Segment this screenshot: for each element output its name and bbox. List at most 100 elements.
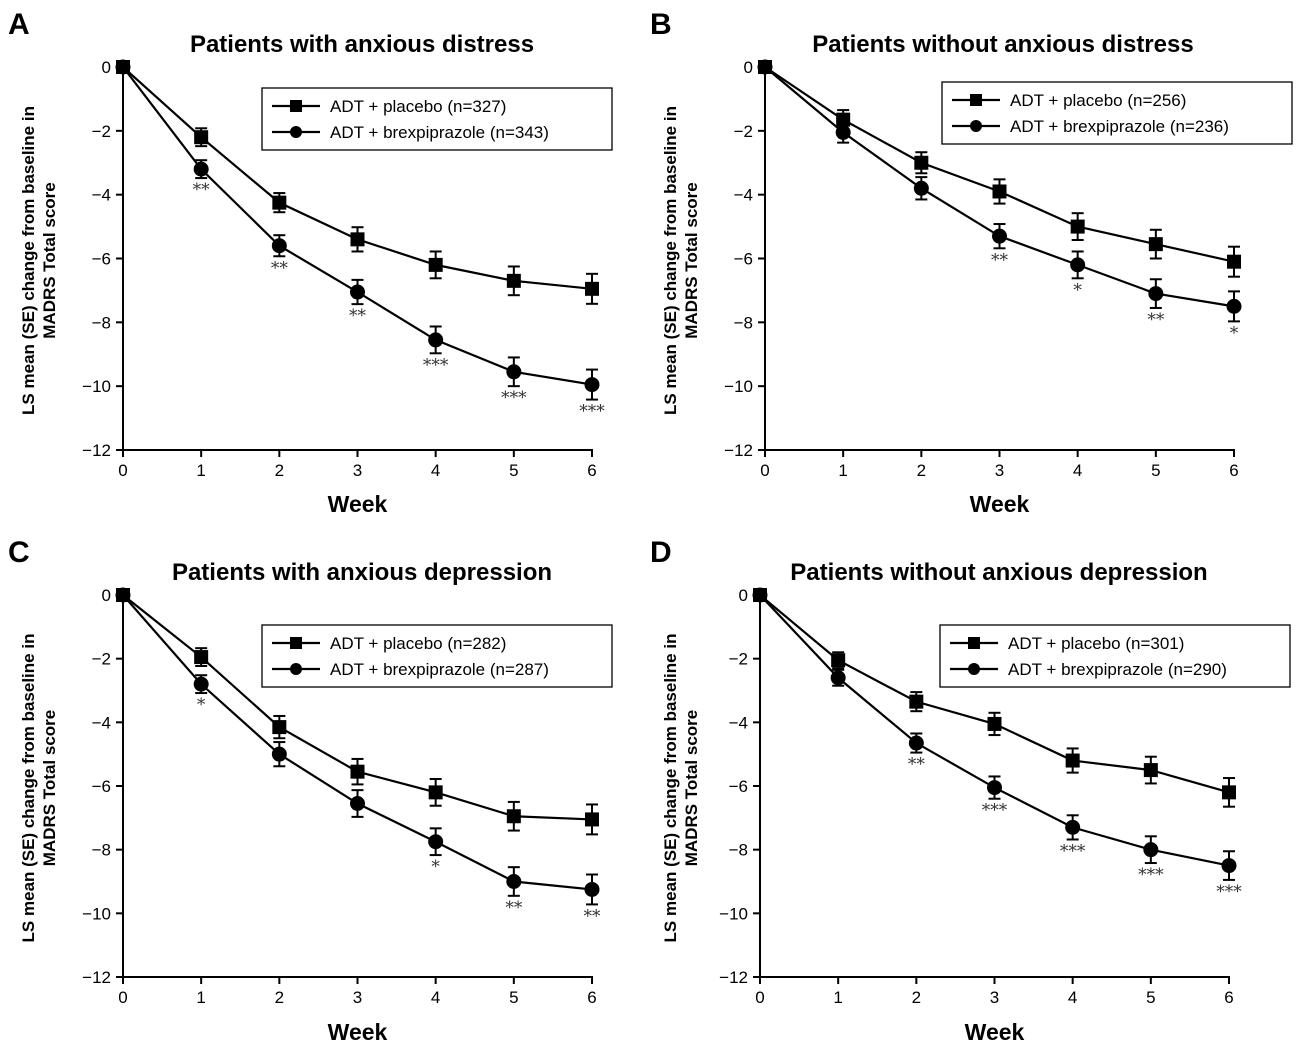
- data-point-square: [1143, 763, 1158, 778]
- y-tick-label: −6: [92, 250, 111, 269]
- data-point-square: [914, 155, 929, 170]
- data-point-circle: [1065, 819, 1081, 835]
- data-point-circle: [1221, 858, 1237, 874]
- data-point-circle: [506, 364, 522, 380]
- legend-box: [261, 87, 613, 151]
- y-tick-label: −6: [92, 777, 111, 796]
- chart-title: Patients without anxious depression: [790, 559, 1207, 586]
- data-point-square: [350, 232, 365, 247]
- series-brexpiprazole: **************: [752, 587, 1242, 902]
- x-tick-label: 6: [587, 988, 596, 1007]
- significance-label: *: [197, 695, 206, 715]
- y-axis-label-line1: LS mean (SE) change from baseline in: [19, 634, 38, 943]
- significance-label: **: [991, 250, 1009, 270]
- x-tick-label: 5: [509, 461, 518, 480]
- y-tick-label: −6: [734, 250, 753, 269]
- x-tick-label: 2: [912, 988, 921, 1007]
- data-point-square: [987, 716, 1002, 731]
- data-point-square: [194, 130, 209, 145]
- legend-label: ADT + placebo (n=256): [1010, 91, 1186, 110]
- y-tick-label: 0: [102, 586, 111, 605]
- significance-label: ***: [579, 402, 605, 422]
- y-tick-label: −4: [729, 713, 748, 732]
- x-tick-label: 6: [587, 461, 596, 480]
- legend-marker-square: [970, 94, 982, 106]
- data-point-square: [1070, 219, 1085, 234]
- panel-letter: B: [650, 8, 672, 41]
- data-point-square: [585, 812, 599, 827]
- y-tick-label: −8: [92, 313, 111, 332]
- x-tick-label: 4: [431, 461, 440, 480]
- x-tick-label: 0: [760, 461, 769, 480]
- data-point-circle: [584, 377, 600, 393]
- legend: ADT + placebo (n=327) ADT + brexpiprazole…: [261, 87, 613, 151]
- significance-label: ***: [1060, 841, 1086, 861]
- data-point-square: [1065, 753, 1080, 768]
- significance-label: ***: [1138, 865, 1164, 885]
- data-point-square: [506, 809, 521, 824]
- significance-label: **: [271, 258, 289, 278]
- data-point-square: [585, 281, 599, 296]
- data-point-circle: [350, 284, 365, 300]
- legend-box: [941, 81, 1293, 145]
- y-tick-label: −2: [92, 650, 111, 669]
- x-tick-label: 2: [275, 988, 284, 1007]
- data-point-circle: [115, 587, 131, 603]
- legend-marker-circle: [970, 120, 982, 132]
- y-tick-label: −2: [734, 122, 753, 141]
- legend-label: ADT + brexpiprazole (n=343): [330, 123, 549, 142]
- legend-marker-circle: [290, 663, 302, 675]
- y-tick-label: −2: [92, 122, 111, 141]
- data-point-circle: [913, 180, 929, 196]
- data-point-circle: [757, 59, 773, 75]
- legend: ADT + placebo (n=301) ADT + brexpiprazole…: [939, 624, 1291, 688]
- y-axis-label-line1: LS mean (SE) change from baseline in: [661, 106, 680, 415]
- significance-label: **: [1147, 310, 1165, 330]
- y-tick-label: −6: [729, 777, 748, 796]
- data-point-square: [992, 184, 1007, 199]
- data-point-circle: [193, 676, 209, 692]
- panel-letter: D: [650, 536, 672, 569]
- chart-panel-c: C Patients with anxious depression 0 −2 −4 −6…: [8, 536, 613, 1045]
- legend-marker-circle: [290, 126, 302, 138]
- data-point-circle: [987, 780, 1002, 796]
- y-tick-label: −4: [92, 713, 111, 732]
- significance-label: *: [1230, 323, 1239, 343]
- significance-label: **: [505, 898, 523, 918]
- data-point-circle: [908, 735, 924, 751]
- legend-box: [939, 624, 1291, 688]
- x-tick-label: 1: [196, 461, 205, 480]
- significance-label: *: [1073, 280, 1082, 300]
- x-tick-label: 1: [838, 461, 847, 480]
- y-tick-label: −8: [92, 841, 111, 860]
- data-point-circle: [271, 746, 287, 762]
- legend-label: ADT + brexpiprazole (n=290): [1008, 660, 1227, 679]
- data-point-circle: [1143, 842, 1159, 858]
- y-tick-label: −8: [729, 841, 748, 860]
- data-point-square: [1222, 785, 1236, 800]
- data-point-circle: [115, 59, 131, 75]
- data-point-circle: [428, 332, 444, 348]
- data-point-circle: [752, 587, 768, 603]
- data-point-square: [272, 720, 287, 735]
- legend-box: [261, 624, 613, 688]
- x-tick-label: 0: [755, 988, 764, 1007]
- y-tick-label: −10: [82, 377, 111, 396]
- x-tick-label: 0: [118, 461, 127, 480]
- data-point-square: [428, 785, 443, 800]
- y-axis-label-line1: LS mean (SE) change from baseline in: [19, 106, 38, 415]
- y-tick-label: −2: [729, 650, 748, 669]
- x-tick-label: 4: [1073, 461, 1082, 480]
- y-tick-label: 0: [102, 58, 111, 77]
- data-point-circle: [584, 881, 600, 897]
- chart-panel-a: A Patients with anxious distress 0 −2 −4 −6 −8…: [8, 8, 613, 517]
- data-point-square: [272, 195, 287, 210]
- data-point-square: [350, 764, 365, 779]
- significance-label: ***: [423, 355, 449, 375]
- series-brexpiprazole: ***************: [115, 59, 605, 422]
- data-point-square: [1148, 237, 1163, 252]
- data-point-circle: [1070, 257, 1086, 273]
- chart-title: Patients with anxious distress: [190, 31, 534, 58]
- series-placebo: [758, 60, 1241, 278]
